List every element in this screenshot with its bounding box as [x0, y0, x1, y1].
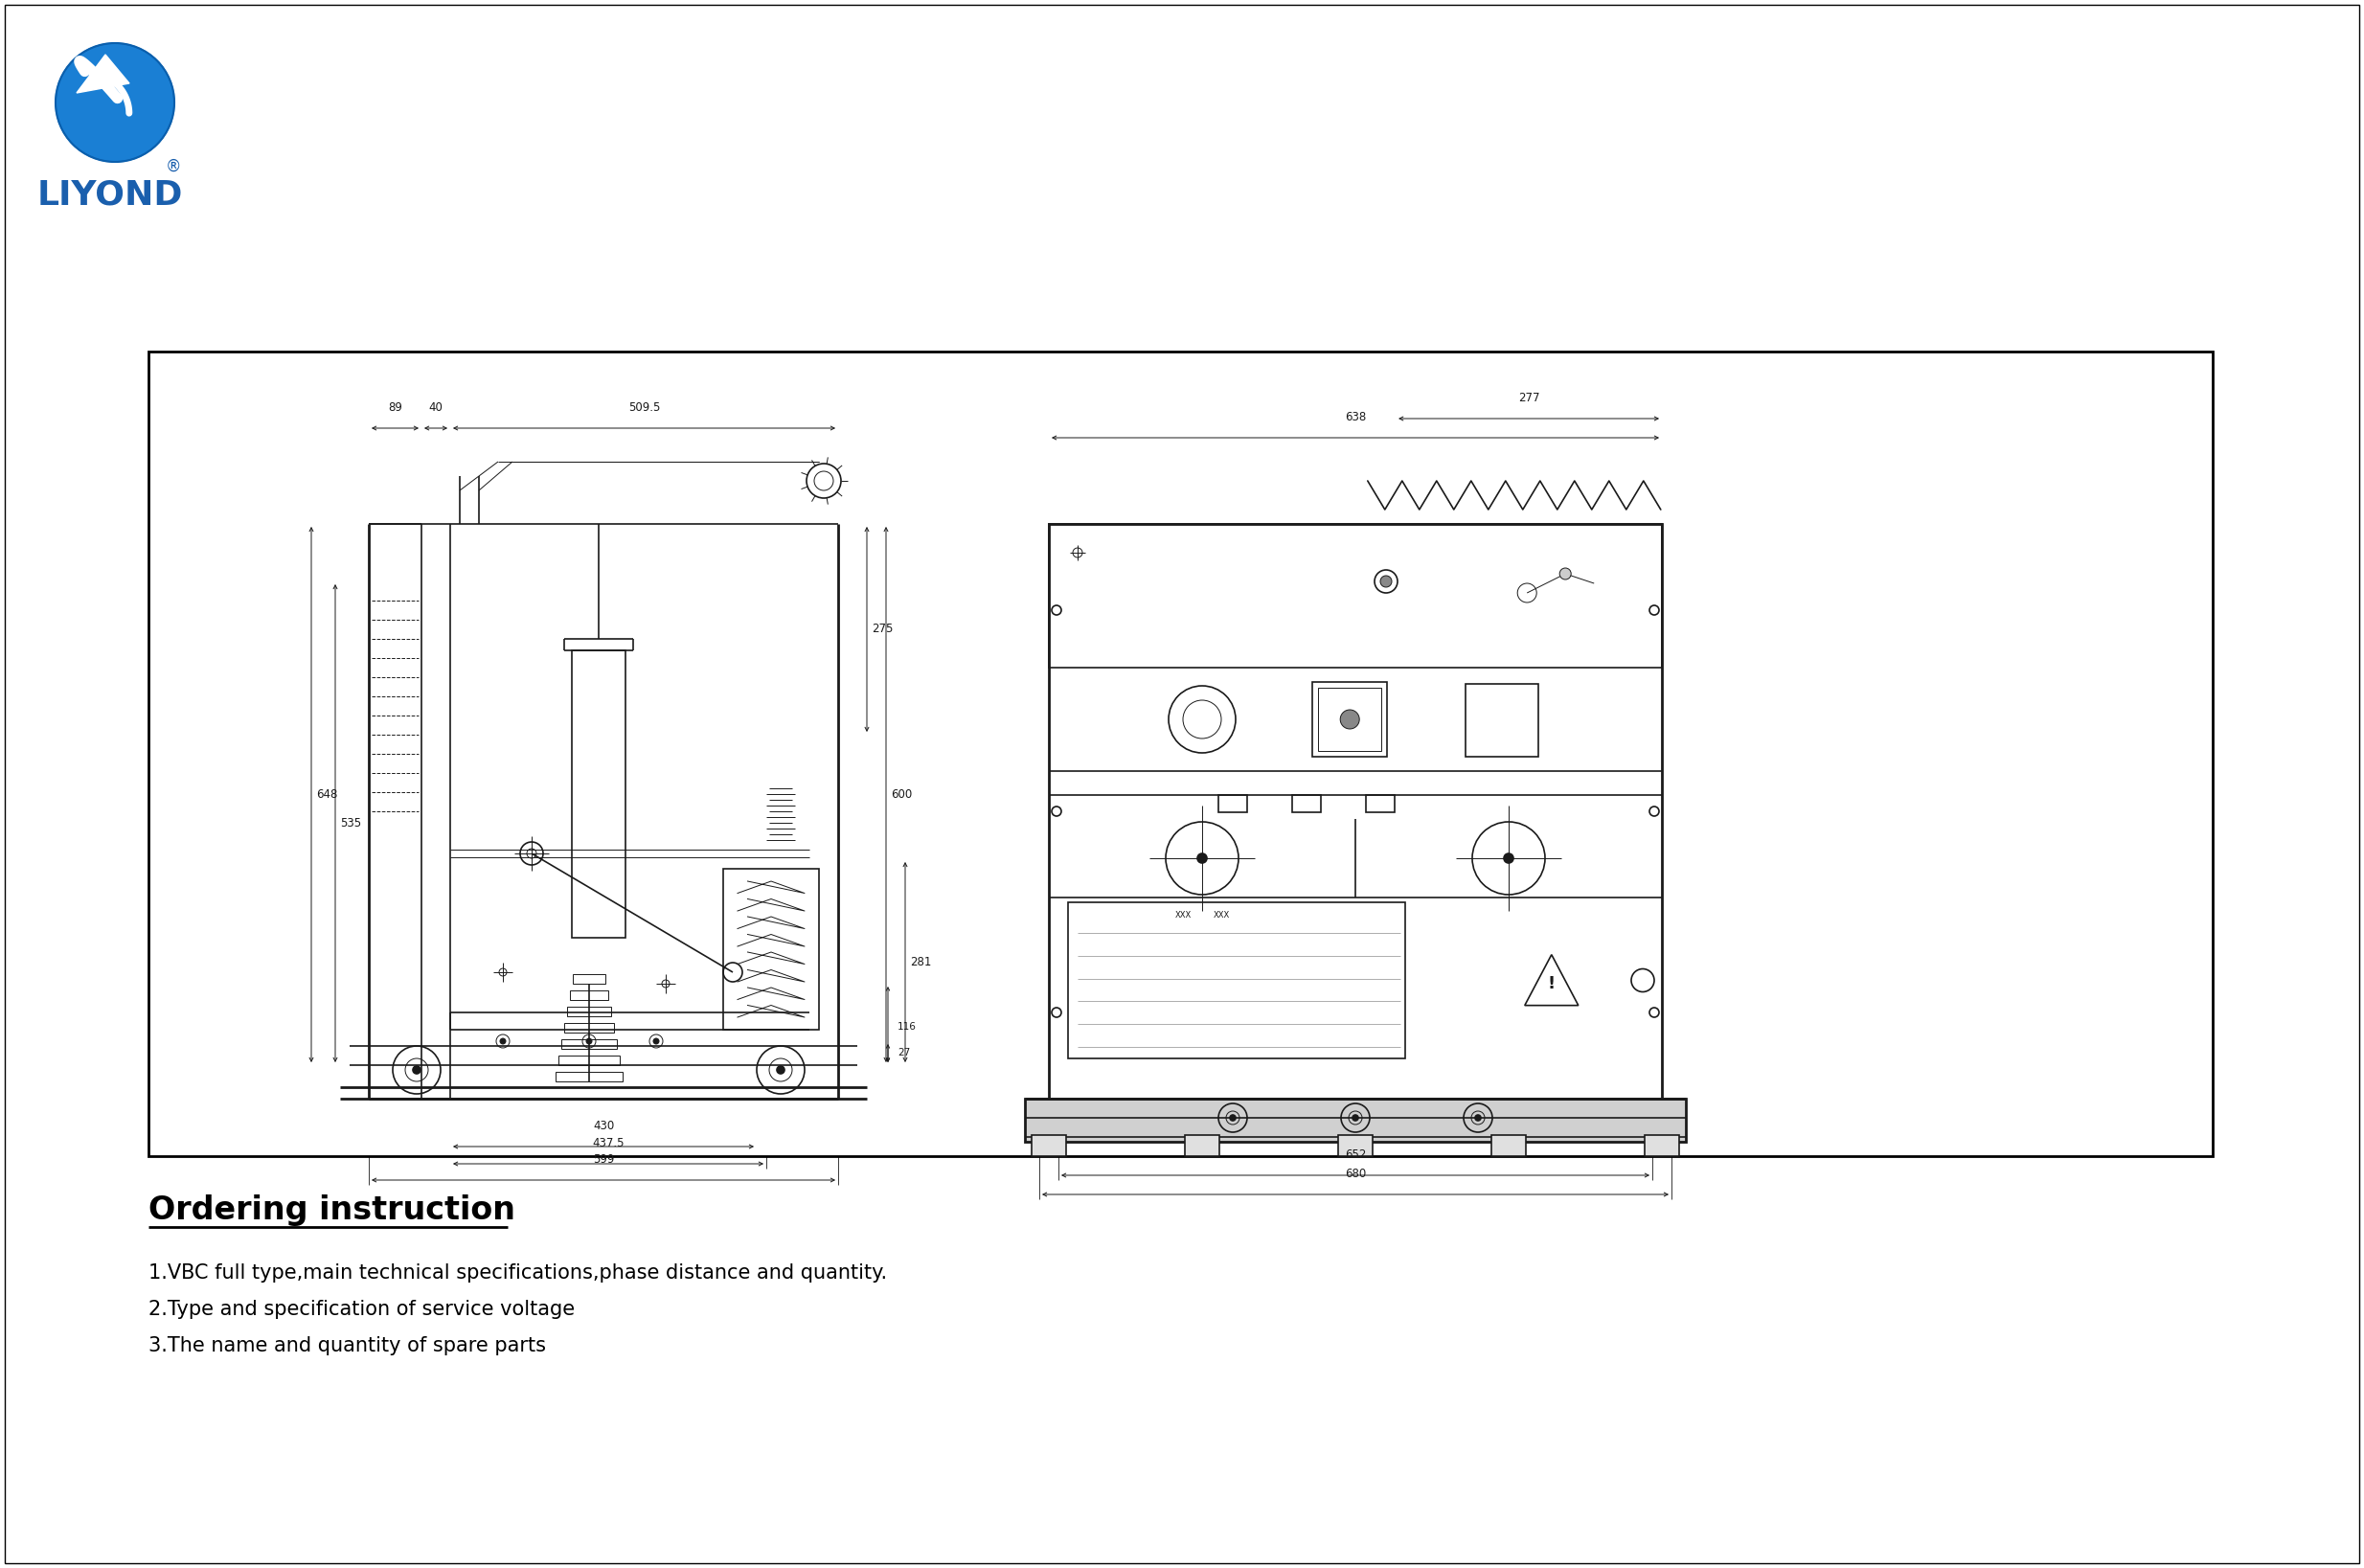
Bar: [1069, 902, 1404, 1058]
Bar: [1050, 524, 1662, 668]
Bar: [572, 974, 605, 983]
Bar: [1050, 524, 1662, 1099]
Bar: [556, 1073, 622, 1082]
Text: 2.Type and specification of service voltage: 2.Type and specification of service volt…: [149, 1300, 574, 1319]
Bar: [1338, 1135, 1373, 1156]
Text: 509.5: 509.5: [629, 401, 660, 414]
Bar: [1026, 1099, 1686, 1142]
Bar: [558, 1055, 619, 1065]
Bar: [1184, 1135, 1220, 1156]
Circle shape: [1229, 1115, 1236, 1121]
Text: 430: 430: [593, 1120, 615, 1132]
Circle shape: [1475, 1115, 1480, 1121]
Bar: [1645, 1135, 1678, 1156]
Circle shape: [414, 1066, 421, 1074]
Circle shape: [586, 1038, 591, 1044]
Text: XXX: XXX: [1213, 911, 1229, 919]
Bar: [1293, 795, 1321, 812]
Text: 1.VBC full type,main technical specifications,phase distance and quantity.: 1.VBC full type,main technical specifica…: [149, 1264, 886, 1283]
Text: 680: 680: [1345, 1168, 1366, 1181]
Text: XXX: XXX: [1175, 911, 1191, 919]
Text: 40: 40: [428, 401, 442, 414]
Polygon shape: [76, 55, 130, 93]
Circle shape: [57, 42, 175, 162]
Text: 277: 277: [1518, 392, 1539, 405]
Text: ®: ®: [165, 158, 182, 176]
Bar: [570, 991, 608, 1000]
Text: 638: 638: [1345, 411, 1366, 423]
Circle shape: [1381, 575, 1392, 586]
Text: 281: 281: [910, 956, 931, 969]
Bar: [1217, 795, 1248, 812]
Bar: [572, 651, 626, 938]
Circle shape: [1504, 853, 1513, 862]
Text: 535: 535: [340, 817, 362, 829]
Bar: [1031, 1135, 1066, 1156]
Polygon shape: [1525, 955, 1579, 1005]
Bar: [1366, 795, 1395, 812]
Bar: [149, 351, 2213, 1156]
Circle shape: [778, 1066, 785, 1074]
Circle shape: [1560, 568, 1572, 580]
Text: LIYOND: LIYOND: [38, 179, 182, 212]
Bar: [1492, 1135, 1525, 1156]
Bar: [560, 1040, 617, 1049]
Circle shape: [652, 1038, 660, 1044]
Text: Ordering instruction: Ordering instruction: [149, 1195, 515, 1226]
Bar: [1312, 682, 1388, 757]
Text: !: !: [1548, 975, 1556, 993]
Bar: [1319, 688, 1381, 751]
Bar: [565, 1022, 615, 1033]
Circle shape: [1196, 853, 1208, 862]
Circle shape: [1352, 1115, 1359, 1121]
Text: 27: 27: [898, 1049, 910, 1058]
Text: 652: 652: [1345, 1148, 1366, 1160]
Circle shape: [1340, 710, 1359, 729]
Bar: [723, 869, 818, 1030]
Text: 648: 648: [317, 789, 338, 801]
Text: 600: 600: [891, 789, 913, 801]
Text: 275: 275: [872, 622, 894, 635]
Text: 116: 116: [898, 1022, 917, 1032]
Text: 437.5: 437.5: [593, 1137, 624, 1149]
Text: 3.The name and quantity of spare parts: 3.The name and quantity of spare parts: [149, 1336, 546, 1355]
Text: 89: 89: [388, 401, 402, 414]
Bar: [567, 1007, 612, 1016]
Bar: [1466, 684, 1539, 757]
Circle shape: [501, 1038, 506, 1044]
Text: 599: 599: [593, 1152, 615, 1165]
